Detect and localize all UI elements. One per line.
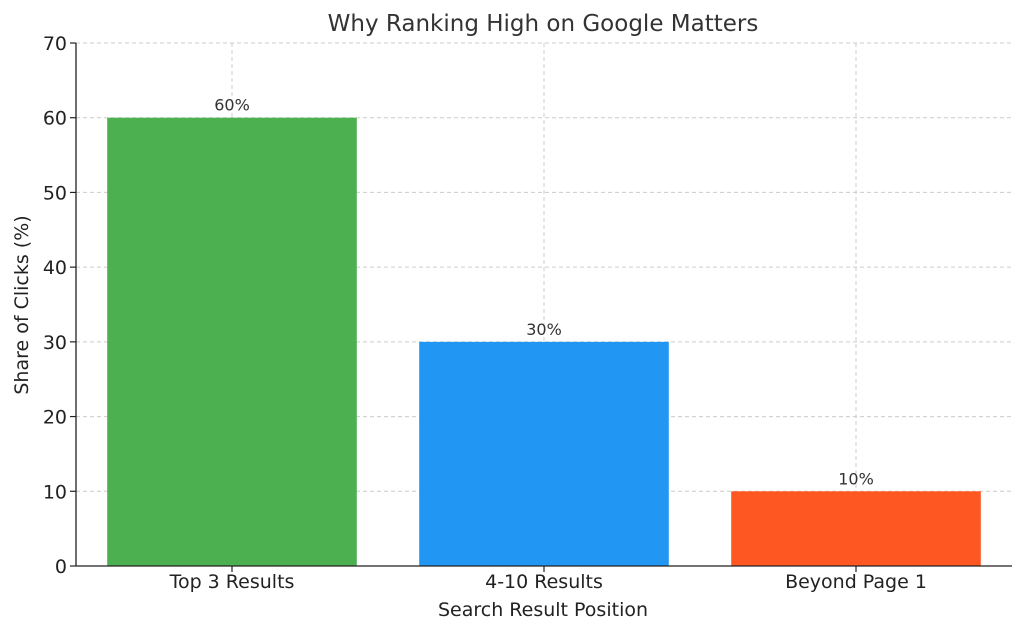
x-axis-label: Search Result Position [438, 599, 648, 621]
y-tick-label: 10 [43, 481, 67, 503]
bar-top-3-results [107, 117, 357, 566]
bar-value-label: 60% [214, 96, 250, 115]
bar-value-label: 30% [526, 320, 562, 339]
y-tick-label: 60 [43, 108, 67, 130]
x-ticks: Top 3 Results 4-10 Results Beyond Page 1 [169, 566, 927, 593]
y-axis-label: Share of Clicks (%) [11, 215, 33, 394]
x-tick-label: Beyond Page 1 [785, 571, 927, 593]
y-tick-label: 70 [43, 33, 67, 55]
x-tick-label: 4-10 Results [485, 571, 603, 593]
chart-title: Why Ranking High on Google Matters [328, 11, 759, 37]
bar-value-label: 10% [838, 469, 874, 488]
y-tick-label: 30 [43, 332, 67, 354]
data-labels: 60% 30% 10% [214, 96, 874, 489]
bars [107, 117, 981, 566]
y-tick-label: 0 [55, 556, 67, 578]
bar-4-10-results [419, 341, 669, 566]
x-tick-label: Top 3 Results [169, 571, 295, 593]
bar-beyond-page-1 [731, 491, 981, 566]
y-tick-label: 20 [43, 407, 67, 429]
y-tick-label: 40 [43, 257, 67, 279]
y-ticks: 0 10 20 30 40 50 60 70 [43, 33, 76, 578]
y-tick-label: 50 [43, 182, 67, 204]
